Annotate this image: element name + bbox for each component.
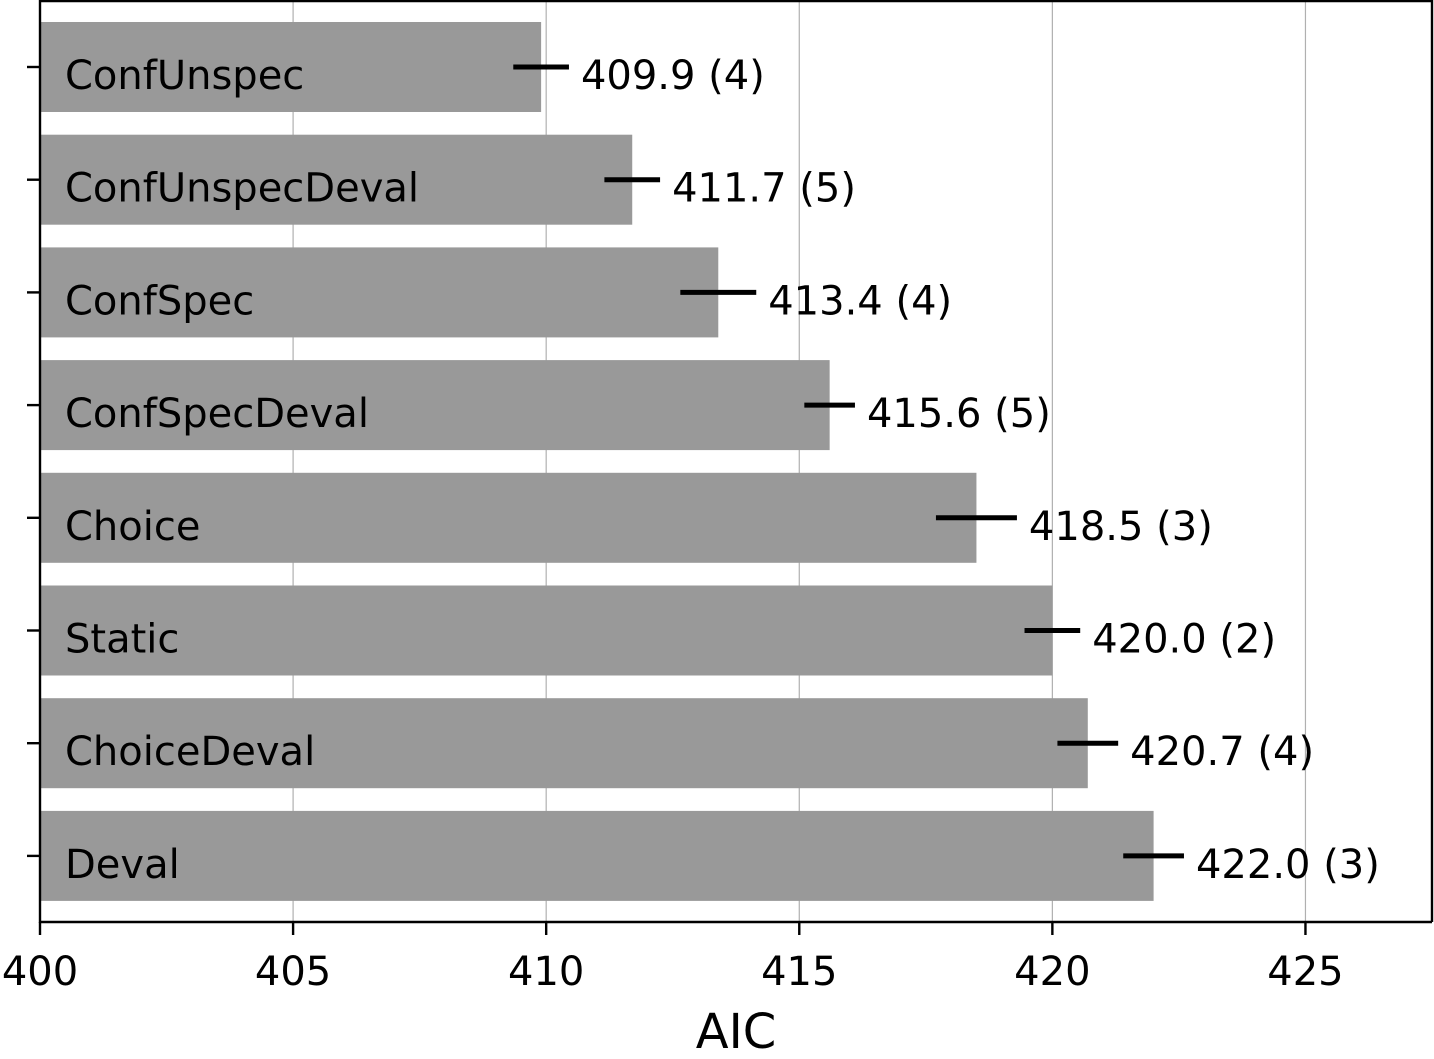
value-label-ConfUnspecDeval: 411.7 (5) (672, 166, 856, 212)
category-label-Choice: Choice (65, 504, 200, 550)
bar-ChoiceDeval (40, 698, 1088, 789)
bar-Static (40, 585, 1053, 676)
x-tick-label-410: 410 (508, 949, 584, 995)
x-tick-label-420: 420 (1014, 949, 1090, 995)
bar-Choice (40, 472, 977, 563)
category-label-ChoiceDeval: ChoiceDeval (65, 729, 315, 775)
x-tick-label-405: 405 (255, 949, 331, 995)
bar-labels: ConfUnspec 409.9 (4) ConfUnspecDeval 411.7 … (65, 53, 1380, 888)
bars (40, 22, 1154, 901)
x-tick-label-415: 415 (761, 949, 837, 995)
value-label-ConfSpecDeval: 415.6 (5) (867, 391, 1051, 437)
bar-ConfUnspecDeval (40, 134, 633, 225)
value-label-Choice: 418.5 (3) (1029, 504, 1213, 550)
x-tick-label-400: 400 (2, 949, 78, 995)
bar-ConfUnspec (40, 22, 542, 112)
category-label-Deval: Deval (65, 842, 180, 888)
value-label-ConfSpec: 413.4 (4) (768, 278, 952, 324)
bar-Deval (40, 810, 1154, 901)
bar-ConfSpec (40, 247, 719, 338)
category-label-ConfSpecDeval: ConfSpecDeval (65, 391, 369, 437)
value-label-Static: 420.0 (2) (1092, 617, 1276, 663)
x-axis-title: AIC (696, 1004, 777, 1059)
value-label-Deval: 422.0 (3) (1196, 842, 1380, 888)
error-bars (513, 64, 1184, 859)
category-label-Static: Static (65, 617, 179, 663)
bar-ConfSpecDeval (40, 360, 830, 451)
value-label-ConfUnspec: 409.9 (4) (581, 53, 765, 99)
x-tick-label-425: 425 (1267, 949, 1343, 995)
axes: 400 405 410 415 420 425 (2, 0, 1434, 995)
value-label-ChoiceDeval: 420.7 (4) (1130, 729, 1314, 775)
category-label-ConfUnspecDeval: ConfUnspecDeval (65, 166, 419, 212)
category-label-ConfUnspec: ConfUnspec (65, 53, 304, 99)
category-label-ConfSpec: ConfSpec (65, 278, 254, 324)
